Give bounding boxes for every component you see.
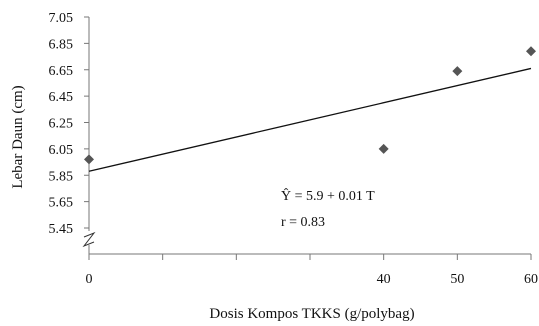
y-tick-label: 6.85: [49, 37, 74, 52]
y-axis-title: Lebar Daun (cm): [10, 85, 26, 188]
axes: [82, 16, 532, 260]
x-tick-label: 40: [377, 272, 391, 287]
regression-equation: Ŷ = 5.9 + 0.01 T: [281, 187, 375, 204]
data-point: [84, 154, 94, 165]
y-tick-label: 6.65: [49, 64, 74, 79]
trendline: [88, 67, 532, 172]
x-axis-title: Dosis Kompos TKKS (g/polybag): [209, 306, 414, 322]
x-tick-label: 60: [524, 272, 538, 287]
y-tick-label: 7.05: [49, 11, 74, 26]
x-tick-label: 0: [86, 272, 93, 287]
x-tick-labels: 0 40 50 60: [86, 272, 539, 287]
axis-break-mark: [82, 231, 96, 248]
trendline-group: [88, 67, 532, 172]
correlation-value: r = 0.83: [281, 215, 325, 230]
data-points: [84, 46, 536, 165]
y-tick-labels: 7.05 6.85 6.65 6.45 6.25 6.05 5.85 5.65 5.45: [49, 11, 74, 237]
y-tick-label: 6.45: [49, 90, 74, 105]
y-tick-label: 5.45: [49, 222, 74, 237]
y-tick-label: 5.85: [49, 169, 74, 184]
data-point: [378, 143, 389, 154]
data-point: [452, 66, 463, 77]
x-tick-label: 50: [450, 272, 464, 287]
y-tick-label: 6.05: [49, 143, 74, 158]
y-tick-label: 6.25: [49, 117, 74, 132]
y-tick-label: 5.65: [49, 196, 74, 211]
data-point: [526, 46, 536, 57]
